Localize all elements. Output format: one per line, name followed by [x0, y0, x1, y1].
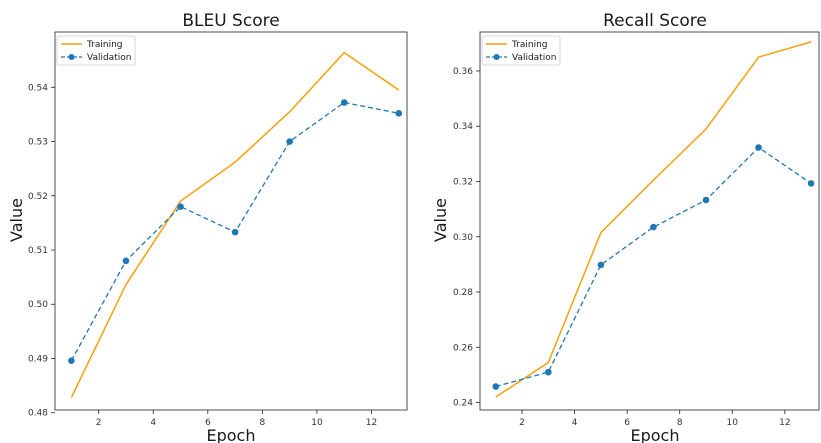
legend-training-label: Training [511, 40, 548, 50]
y-tick-label: 0.54 [28, 83, 48, 93]
y-tick-label: 0.30 [453, 233, 473, 243]
recall-chart: Recall Score Value Epoch 2 4 6 8 10 12 0.24 0.2… [431, 11, 820, 443]
plot-frame [479, 31, 820, 411]
legend-validation-marker [68, 54, 75, 60]
x-tick-label: 4 [150, 418, 156, 428]
plot-layer [68, 51, 403, 398]
x-tick-label: 6 [205, 418, 211, 428]
y-tick-label: 0.52 [28, 192, 48, 202]
y-tick-label: 0.50 [28, 300, 48, 310]
data-point-validation [286, 138, 293, 145]
tick-layer: 2 4 6 8 10 12 0.48 0.49 0.50 0.51 0.52 0.53 0.54 [28, 83, 377, 428]
bleu-chart: BLEU Score Value Epoch 2 4 6 8 10 12 0.48 0.49 0… [7, 11, 408, 443]
x-tick-label: 2 [96, 418, 102, 428]
y-tick-label: 0.26 [453, 343, 473, 353]
data-point-validation [122, 257, 130, 265]
y-tick-label: 0.36 [453, 67, 473, 77]
y-tick-label: 0.32 [453, 177, 473, 187]
legend: Training Validation [56, 35, 136, 66]
chart-title: BLEU Score [182, 11, 279, 31]
data-point-validation [395, 110, 403, 117]
y-tick-label: 0.49 [28, 354, 48, 364]
x-tick-label: 12 [779, 418, 790, 428]
data-point-validation [492, 383, 500, 390]
y-axis-label: Value [431, 198, 450, 242]
x-tick-label: 12 [366, 418, 377, 428]
data-point-validation [807, 180, 815, 187]
data-point-validation [597, 261, 605, 269]
x-tick-label: 10 [311, 418, 323, 428]
x-tick-label: 4 [572, 418, 578, 428]
x-tick-label: 8 [260, 418, 266, 428]
y-tick-label: 0.24 [453, 399, 473, 409]
x-axis-label: Epoch [207, 426, 256, 443]
legend-training-label: Training [86, 40, 123, 50]
x-tick-label: 10 [727, 418, 739, 428]
y-tick-label: 0.53 [28, 138, 48, 148]
data-point-validation [545, 368, 552, 376]
data-point-validation [702, 196, 710, 204]
y-tick-label: 0.28 [453, 288, 473, 298]
series-line-training [70, 51, 400, 398]
y-axis-label: Value [7, 198, 26, 242]
data-point-validation [177, 203, 184, 210]
legend-validation-label: Validation [87, 53, 131, 63]
legend-validation-marker [493, 54, 500, 60]
legend-validation-label: Validation [512, 53, 556, 63]
x-tick-label: 8 [677, 418, 683, 428]
data-point-validation [755, 144, 762, 151]
plot-frame [54, 31, 408, 411]
y-tick-label: 0.51 [28, 246, 48, 256]
series-line-validation [495, 146, 812, 388]
data-point-validation [68, 357, 75, 364]
y-tick-label: 0.48 [28, 409, 48, 419]
plot-layer [492, 41, 815, 398]
data-point-validation [650, 223, 657, 231]
y-tick-label: 0.34 [453, 122, 473, 132]
data-point-validation [340, 99, 348, 106]
x-axis-label: Epoch [631, 426, 680, 443]
data-point-validation [231, 228, 239, 236]
x-tick-label: 2 [519, 418, 525, 428]
legend: Training Validation [481, 35, 561, 66]
series-line-training [495, 41, 812, 398]
tick-layer: 2 4 6 8 10 12 0.24 0.26 0.28 0.30 0.32 0.34 0.36 [453, 67, 791, 428]
x-tick-label: 6 [624, 418, 630, 428]
chart-title: Recall Score [603, 11, 707, 31]
